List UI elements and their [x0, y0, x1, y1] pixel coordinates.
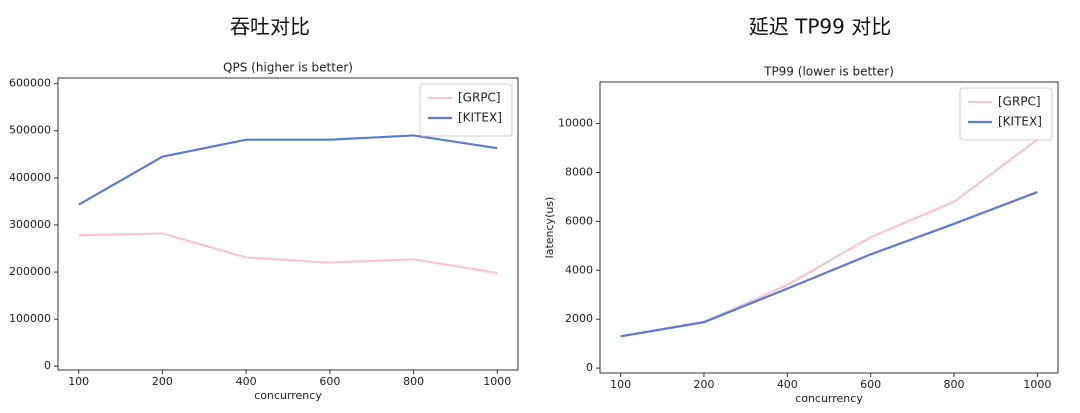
- chart-title: QPS (higher is better): [223, 61, 353, 75]
- y-tick-label: 400000: [9, 171, 51, 184]
- y-tick-label: 2000: [565, 312, 593, 325]
- y-tick-label: 600000: [9, 77, 51, 90]
- series-line: [78, 134, 498, 206]
- plot-frame: [599, 81, 1059, 374]
- legend-label: [KITEX]: [458, 111, 502, 125]
- y-tick-label: 6000: [565, 214, 593, 227]
- y-tick-label: 300000: [9, 218, 51, 231]
- y-tick-label: 100000: [9, 312, 51, 325]
- x-tick-label: 600: [319, 375, 340, 388]
- x-tick-label: 800: [944, 378, 965, 391]
- y-axis-label: latency(us): [543, 197, 556, 259]
- x-tick-label: 1000: [1023, 378, 1051, 391]
- x-tick-label: 400: [236, 375, 257, 388]
- x-axis-label: concurrency: [254, 389, 322, 402]
- x-tick-label: 100: [68, 375, 89, 388]
- y-tick-label: 8000: [565, 165, 593, 178]
- y-tick-label: 4000: [565, 263, 593, 276]
- y-tick-label: 0: [586, 361, 593, 374]
- x-tick-label: 600: [860, 378, 881, 391]
- x-tick-label: 200: [693, 378, 714, 391]
- heading: 延迟 TP99 对比: [749, 15, 891, 39]
- x-tick-label: 200: [152, 375, 173, 388]
- series-line: [620, 138, 1039, 338]
- series-line: [78, 232, 498, 275]
- y-tick-label: 200000: [9, 265, 51, 278]
- x-tick-label: 1000: [483, 375, 511, 388]
- series-line: [620, 191, 1038, 338]
- x-axis-label: concurrency: [795, 392, 863, 405]
- legend-label: [GRPC]: [458, 91, 501, 105]
- chart-title: TP99 (lower is better): [763, 65, 894, 79]
- legend-label: [GRPC]: [998, 95, 1041, 109]
- y-tick-label: 0: [44, 359, 51, 372]
- legend-label: [KITEX]: [998, 115, 1042, 129]
- y-tick-label: 10000: [558, 117, 593, 130]
- x-tick-label: 400: [777, 378, 798, 391]
- x-tick-label: 100: [610, 378, 631, 391]
- plot-frame: [57, 77, 519, 371]
- x-tick-label: 800: [403, 375, 424, 388]
- y-tick-label: 500000: [9, 124, 51, 137]
- heading: 吞吐对比: [230, 15, 310, 39]
